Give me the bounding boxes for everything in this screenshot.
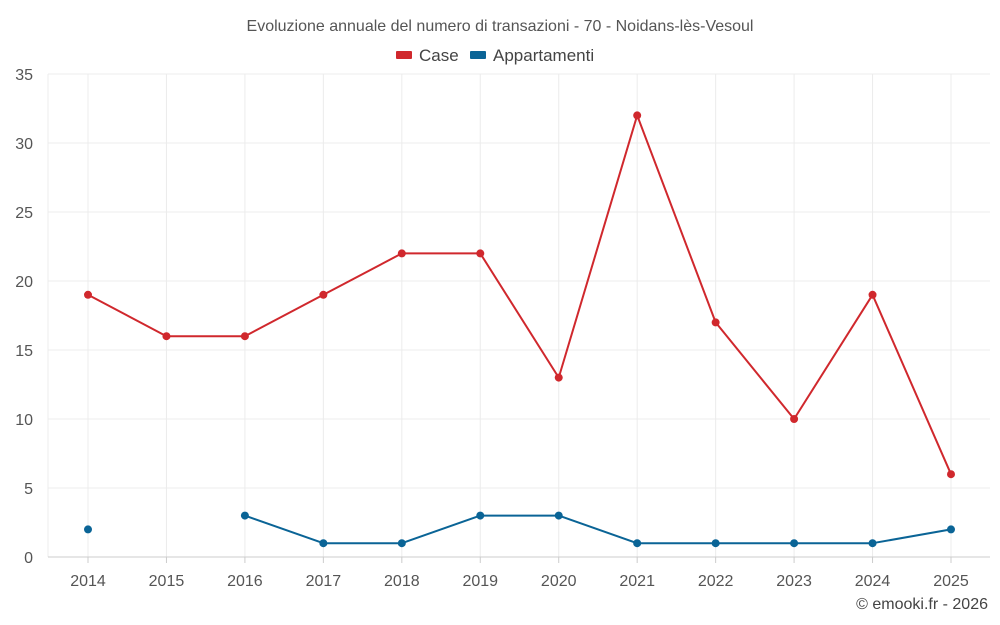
x-tick-label: 2025 xyxy=(933,573,969,590)
y-tick-label: 20 xyxy=(15,274,33,291)
data-point-appartamenti[interactable] xyxy=(868,539,877,548)
y-tick-label: 5 xyxy=(24,481,33,498)
legend-swatch-case xyxy=(396,51,412,59)
data-point-appartamenti[interactable] xyxy=(790,539,799,548)
data-point-appartamenti[interactable] xyxy=(397,539,406,548)
y-tick-label: 30 xyxy=(15,136,33,153)
data-point-case[interactable] xyxy=(476,249,485,258)
data-point-appartamenti[interactable] xyxy=(633,539,642,548)
data-point-case[interactable] xyxy=(947,470,955,479)
y-tick-label: 15 xyxy=(15,343,33,360)
x-tick-label: 2015 xyxy=(149,573,185,590)
x-tick-label: 2024 xyxy=(855,573,891,590)
series-line-case xyxy=(87,114,952,475)
x-tick-label: 2018 xyxy=(384,573,420,590)
y-tick-label: 0 xyxy=(24,550,33,567)
data-point-case[interactable] xyxy=(240,332,249,341)
series-line-appartamenti xyxy=(244,514,952,545)
legend: Case Appartamenti xyxy=(396,46,594,65)
gridlines xyxy=(47,73,990,557)
legend-item-case[interactable]: Case xyxy=(396,46,459,65)
data-point-case[interactable] xyxy=(868,290,877,299)
x-tick-label: 2016 xyxy=(227,573,263,590)
x-tick-label: 2022 xyxy=(698,573,734,590)
chart-title: Evoluzione annuale del numero di transaz… xyxy=(247,18,754,35)
x-tick-label: 2020 xyxy=(541,573,577,590)
legend-label-case: Case xyxy=(419,46,459,65)
x-tick-label: 2023 xyxy=(776,573,812,590)
data-point-appartamenti[interactable] xyxy=(476,511,485,520)
credit-text: © emooki.fr - 2026 xyxy=(856,596,988,613)
data-point-case[interactable] xyxy=(711,318,720,327)
legend-label-appartamenti: Appartamenti xyxy=(493,46,594,65)
data-point-case[interactable] xyxy=(162,332,171,341)
x-tick-label: 2019 xyxy=(462,573,498,590)
data-point-appartamenti[interactable] xyxy=(240,511,249,520)
series-layer xyxy=(84,111,955,548)
data-point-appartamenti[interactable] xyxy=(711,539,720,548)
data-point-appartamenti[interactable] xyxy=(319,539,328,548)
legend-item-appartamenti[interactable]: Appartamenti xyxy=(470,46,594,65)
data-point-case[interactable] xyxy=(554,373,563,382)
y-tick-label: 25 xyxy=(15,205,33,222)
data-point-case[interactable] xyxy=(397,249,406,258)
data-point-case[interactable] xyxy=(790,415,799,423)
legend-swatch-appartamenti xyxy=(470,51,486,59)
data-point-appartamenti[interactable] xyxy=(84,525,92,534)
x-tick-label: 2021 xyxy=(619,573,655,590)
data-point-case[interactable] xyxy=(319,290,328,299)
y-tick-label: 35 xyxy=(15,67,33,84)
x-tick-label: 2014 xyxy=(70,573,106,590)
x-tick-label: 2017 xyxy=(306,573,342,590)
data-point-case[interactable] xyxy=(84,290,92,299)
data-point-appartamenti[interactable] xyxy=(554,511,563,520)
data-point-case[interactable] xyxy=(633,111,642,120)
data-point-appartamenti[interactable] xyxy=(947,525,955,534)
y-tick-label: 10 xyxy=(15,412,33,429)
